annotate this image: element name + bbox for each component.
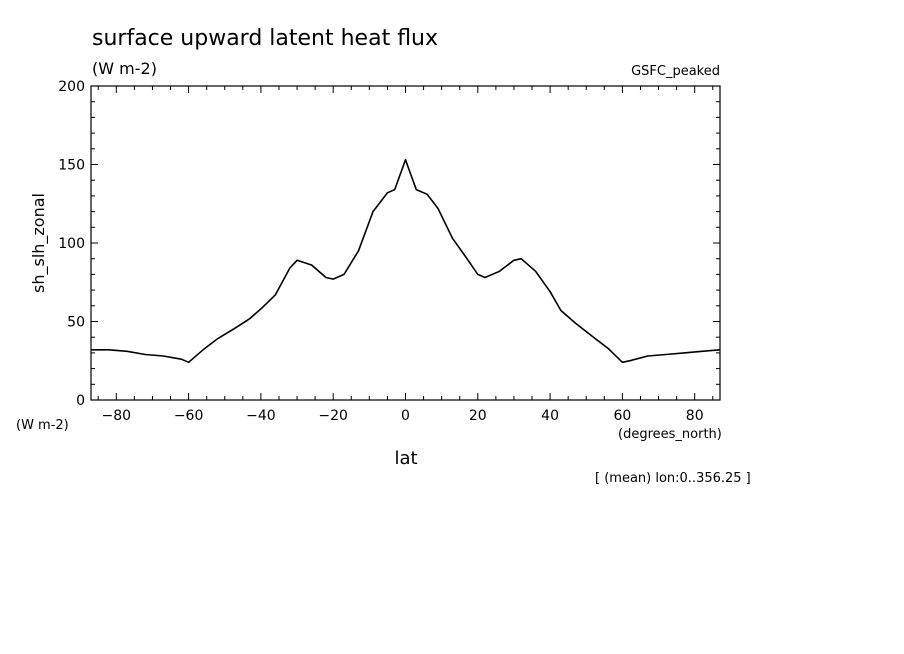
y-tick-label: 0 — [76, 393, 85, 409]
chart-subtitle: (W m-2) — [92, 59, 157, 78]
x-tick-label: 80 — [686, 408, 704, 424]
x-tick-label: 60 — [613, 408, 631, 424]
x-tick-label: −80 — [102, 408, 132, 424]
chart-title: surface upward latent heat flux — [92, 26, 438, 51]
y-axis-label: sh_slh_zonal — [29, 193, 49, 293]
x-tick-label: 0 — [401, 408, 410, 424]
series-line — [91, 159, 721, 364]
y-tick-label: 50 — [67, 315, 85, 331]
x-tick-label: −20 — [318, 408, 348, 424]
y-tick-label: 100 — [58, 236, 85, 252]
plot-frame — [90, 85, 721, 401]
footer-note: [ (mean) lon:0..356.25 ] — [595, 471, 751, 486]
y-units-label: (W m-2) — [16, 418, 69, 433]
x-tick-label: 40 — [541, 408, 559, 424]
x-units-label: (degrees_north) — [618, 427, 722, 442]
x-tick-label: −40 — [246, 408, 276, 424]
y-ticks — [91, 85, 720, 401]
x-tick-label: 20 — [469, 408, 487, 424]
x-axis-label: lat — [394, 448, 417, 469]
y-tick-label: 150 — [58, 158, 85, 174]
y-tick-label: 200 — [58, 79, 85, 95]
top-right-annotation: GSFC_peaked — [631, 64, 720, 79]
x-tick-labels: −80 −60 −40 −20 0 20 40 60 80 — [102, 408, 704, 424]
y-tick-labels: 0 50 100 150 200 — [58, 79, 85, 409]
x-ticks — [97, 86, 714, 400]
x-tick-label: −60 — [174, 408, 204, 424]
